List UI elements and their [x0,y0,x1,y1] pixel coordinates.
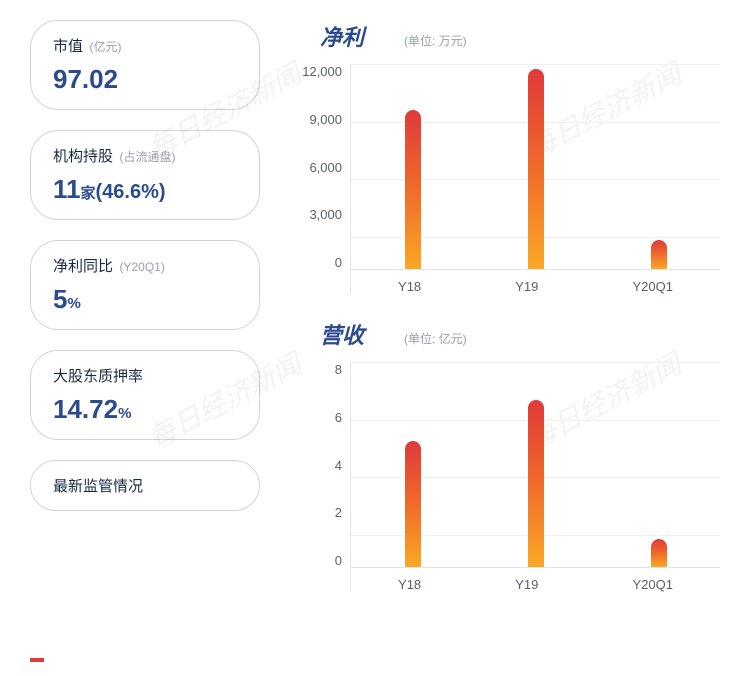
chart-area: 8 6 4 2 0 Y18 Y19 Y20Q1 [290,362,720,592]
stat-value-unit: 家 [81,185,96,202]
stat-card-pledge-ratio: 大股东质押率 14.72% [30,350,260,440]
stat-value-number: 14.72 [53,394,118,424]
stat-sublabel: (亿元) [89,40,121,54]
stat-value-number: 11 [53,174,81,204]
x-tick: Y18 [398,577,421,592]
charts-column: 净利 (单位: 万元) 12,000 9,000 6,000 3,000 0 [290,20,720,592]
x-tick: Y20Q1 [632,577,672,592]
stat-card-institutional: 机构持股 (占流通盘) 11家(46.6%) [30,130,260,220]
stat-sublabel: (占流通盘) [119,150,175,164]
stat-card-market-cap: 市值 (亿元) 97.02 [30,20,260,110]
plot-area: Y18 Y19 Y20Q1 [350,362,720,592]
stat-value-number: 97.02 [53,64,118,94]
bar [405,110,421,269]
stat-value: 11家(46.6%) [53,174,237,205]
bar [405,441,421,567]
y-tick: 6,000 [309,160,342,175]
y-tick: 9,000 [309,112,342,127]
y-tick: 3,000 [309,207,342,222]
x-labels: Y18 Y19 Y20Q1 [351,577,720,592]
stat-sublabel: (Y20Q1) [119,260,164,274]
accent-bar [30,658,44,662]
stat-value: 97.02 [53,64,237,95]
stat-label: 机构持股 [53,148,113,165]
x-tick: Y19 [515,279,538,294]
chart-header: 净利 (单位: 万元) [290,20,720,52]
y-tick: 12,000 [302,64,342,79]
revenue-chart: 营收 (单位: 亿元) 8 6 4 2 0 Y [290,318,720,592]
x-tick: Y19 [515,577,538,592]
bars-container [351,64,720,270]
stat-card-regulation: 最新监管情况 [30,460,260,511]
main-container: 市值 (亿元) 97.02 机构持股 (占流通盘) 11家(46.6%) 净利同… [0,0,750,602]
x-tick: Y20Q1 [632,279,672,294]
x-tick: Y18 [398,279,421,294]
y-tick: 6 [335,410,342,425]
profit-chart: 净利 (单位: 万元) 12,000 9,000 6,000 3,000 0 [290,20,720,294]
y-tick: 8 [335,362,342,377]
stat-label: 市值 [53,38,83,55]
y-tick: 0 [335,255,342,270]
y-axis: 8 6 4 2 0 [290,362,350,592]
stat-value-number: 5 [53,284,67,314]
chart-unit-label: (单位: 万元) [404,32,467,49]
y-axis: 12,000 9,000 6,000 3,000 0 [290,64,350,294]
stat-label: 净利同比 [53,258,113,275]
y-tick: 4 [335,458,342,473]
stat-card-profit-yoy: 净利同比 (Y20Q1) 5% [30,240,260,330]
bar [528,400,544,567]
chart-title: 净利 [320,20,364,52]
bar [651,240,667,269]
stat-value-unit: % [118,405,131,422]
bar [651,539,667,567]
stat-label: 大股东质押率 [53,368,143,385]
chart-header: 营收 (单位: 亿元) [290,318,720,350]
stat-value-paren: (46.6%) [96,181,166,203]
bar [528,69,544,269]
stat-value: 5% [53,284,237,315]
y-tick: 0 [335,553,342,568]
chart-area: 12,000 9,000 6,000 3,000 0 Y18 Y19 Y20Q1 [290,64,720,294]
x-labels: Y18 Y19 Y20Q1 [351,279,720,294]
chart-title: 营收 [320,318,364,350]
bars-container [351,362,720,568]
chart-unit-label: (单位: 亿元) [404,330,467,347]
stat-value-unit: % [67,295,80,312]
plot-area: Y18 Y19 Y20Q1 [350,64,720,294]
stat-value: 14.72% [53,394,237,425]
stats-column: 市值 (亿元) 97.02 机构持股 (占流通盘) 11家(46.6%) 净利同… [30,20,260,592]
y-tick: 2 [335,505,342,520]
stat-label: 最新监管情况 [53,478,143,495]
